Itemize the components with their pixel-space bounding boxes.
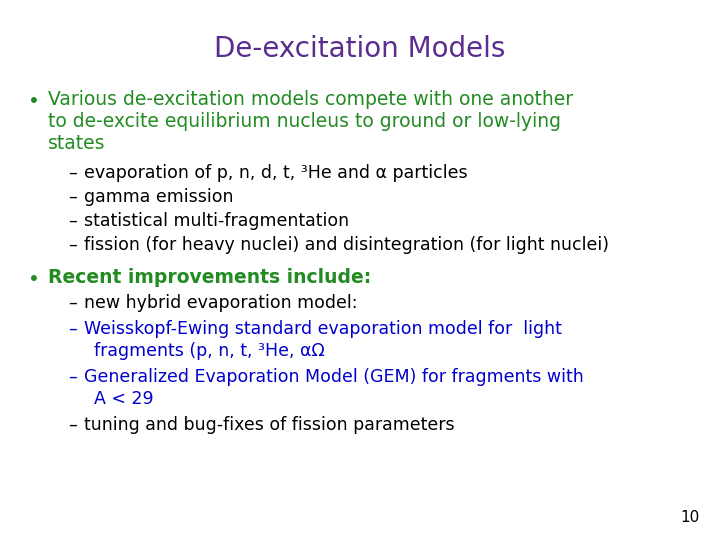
Text: –: – xyxy=(68,368,77,386)
Text: De-excitation Models: De-excitation Models xyxy=(215,35,505,63)
Text: –: – xyxy=(68,320,77,338)
Text: 10: 10 xyxy=(680,510,700,525)
Text: •: • xyxy=(28,270,40,289)
Text: –: – xyxy=(68,188,77,206)
Text: statistical multi-fragmentation: statistical multi-fragmentation xyxy=(84,212,349,230)
Text: –: – xyxy=(68,294,77,312)
Text: Generalized Evaporation Model (GEM) for fragments with: Generalized Evaporation Model (GEM) for … xyxy=(84,368,584,386)
Text: •: • xyxy=(28,92,40,111)
Text: states: states xyxy=(48,134,106,153)
Text: fission (for heavy nuclei) and disintegration (for light nuclei): fission (for heavy nuclei) and disintegr… xyxy=(84,236,609,254)
Text: –: – xyxy=(68,416,77,434)
Text: new hybrid evaporation model:: new hybrid evaporation model: xyxy=(84,294,358,312)
Text: to de-excite equilibrium nucleus to ground or low-lying: to de-excite equilibrium nucleus to grou… xyxy=(48,112,561,131)
Text: A < 29: A < 29 xyxy=(94,390,153,408)
Text: –: – xyxy=(68,236,77,254)
Text: fragments (p, n, t, ³He, αΩ: fragments (p, n, t, ³He, αΩ xyxy=(94,342,325,360)
Text: Recent improvements include:: Recent improvements include: xyxy=(48,268,372,287)
Text: tuning and bug-fixes of fission parameters: tuning and bug-fixes of fission paramete… xyxy=(84,416,454,434)
Text: Various de-excitation models compete with one another: Various de-excitation models compete wit… xyxy=(48,90,573,109)
Text: –: – xyxy=(68,212,77,230)
Text: gamma emission: gamma emission xyxy=(84,188,233,206)
Text: evaporation of p, n, d, t, ³He and α particles: evaporation of p, n, d, t, ³He and α par… xyxy=(84,164,467,182)
Text: Weisskopf-Ewing standard evaporation model for  light: Weisskopf-Ewing standard evaporation mod… xyxy=(84,320,562,338)
Text: –: – xyxy=(68,164,77,182)
